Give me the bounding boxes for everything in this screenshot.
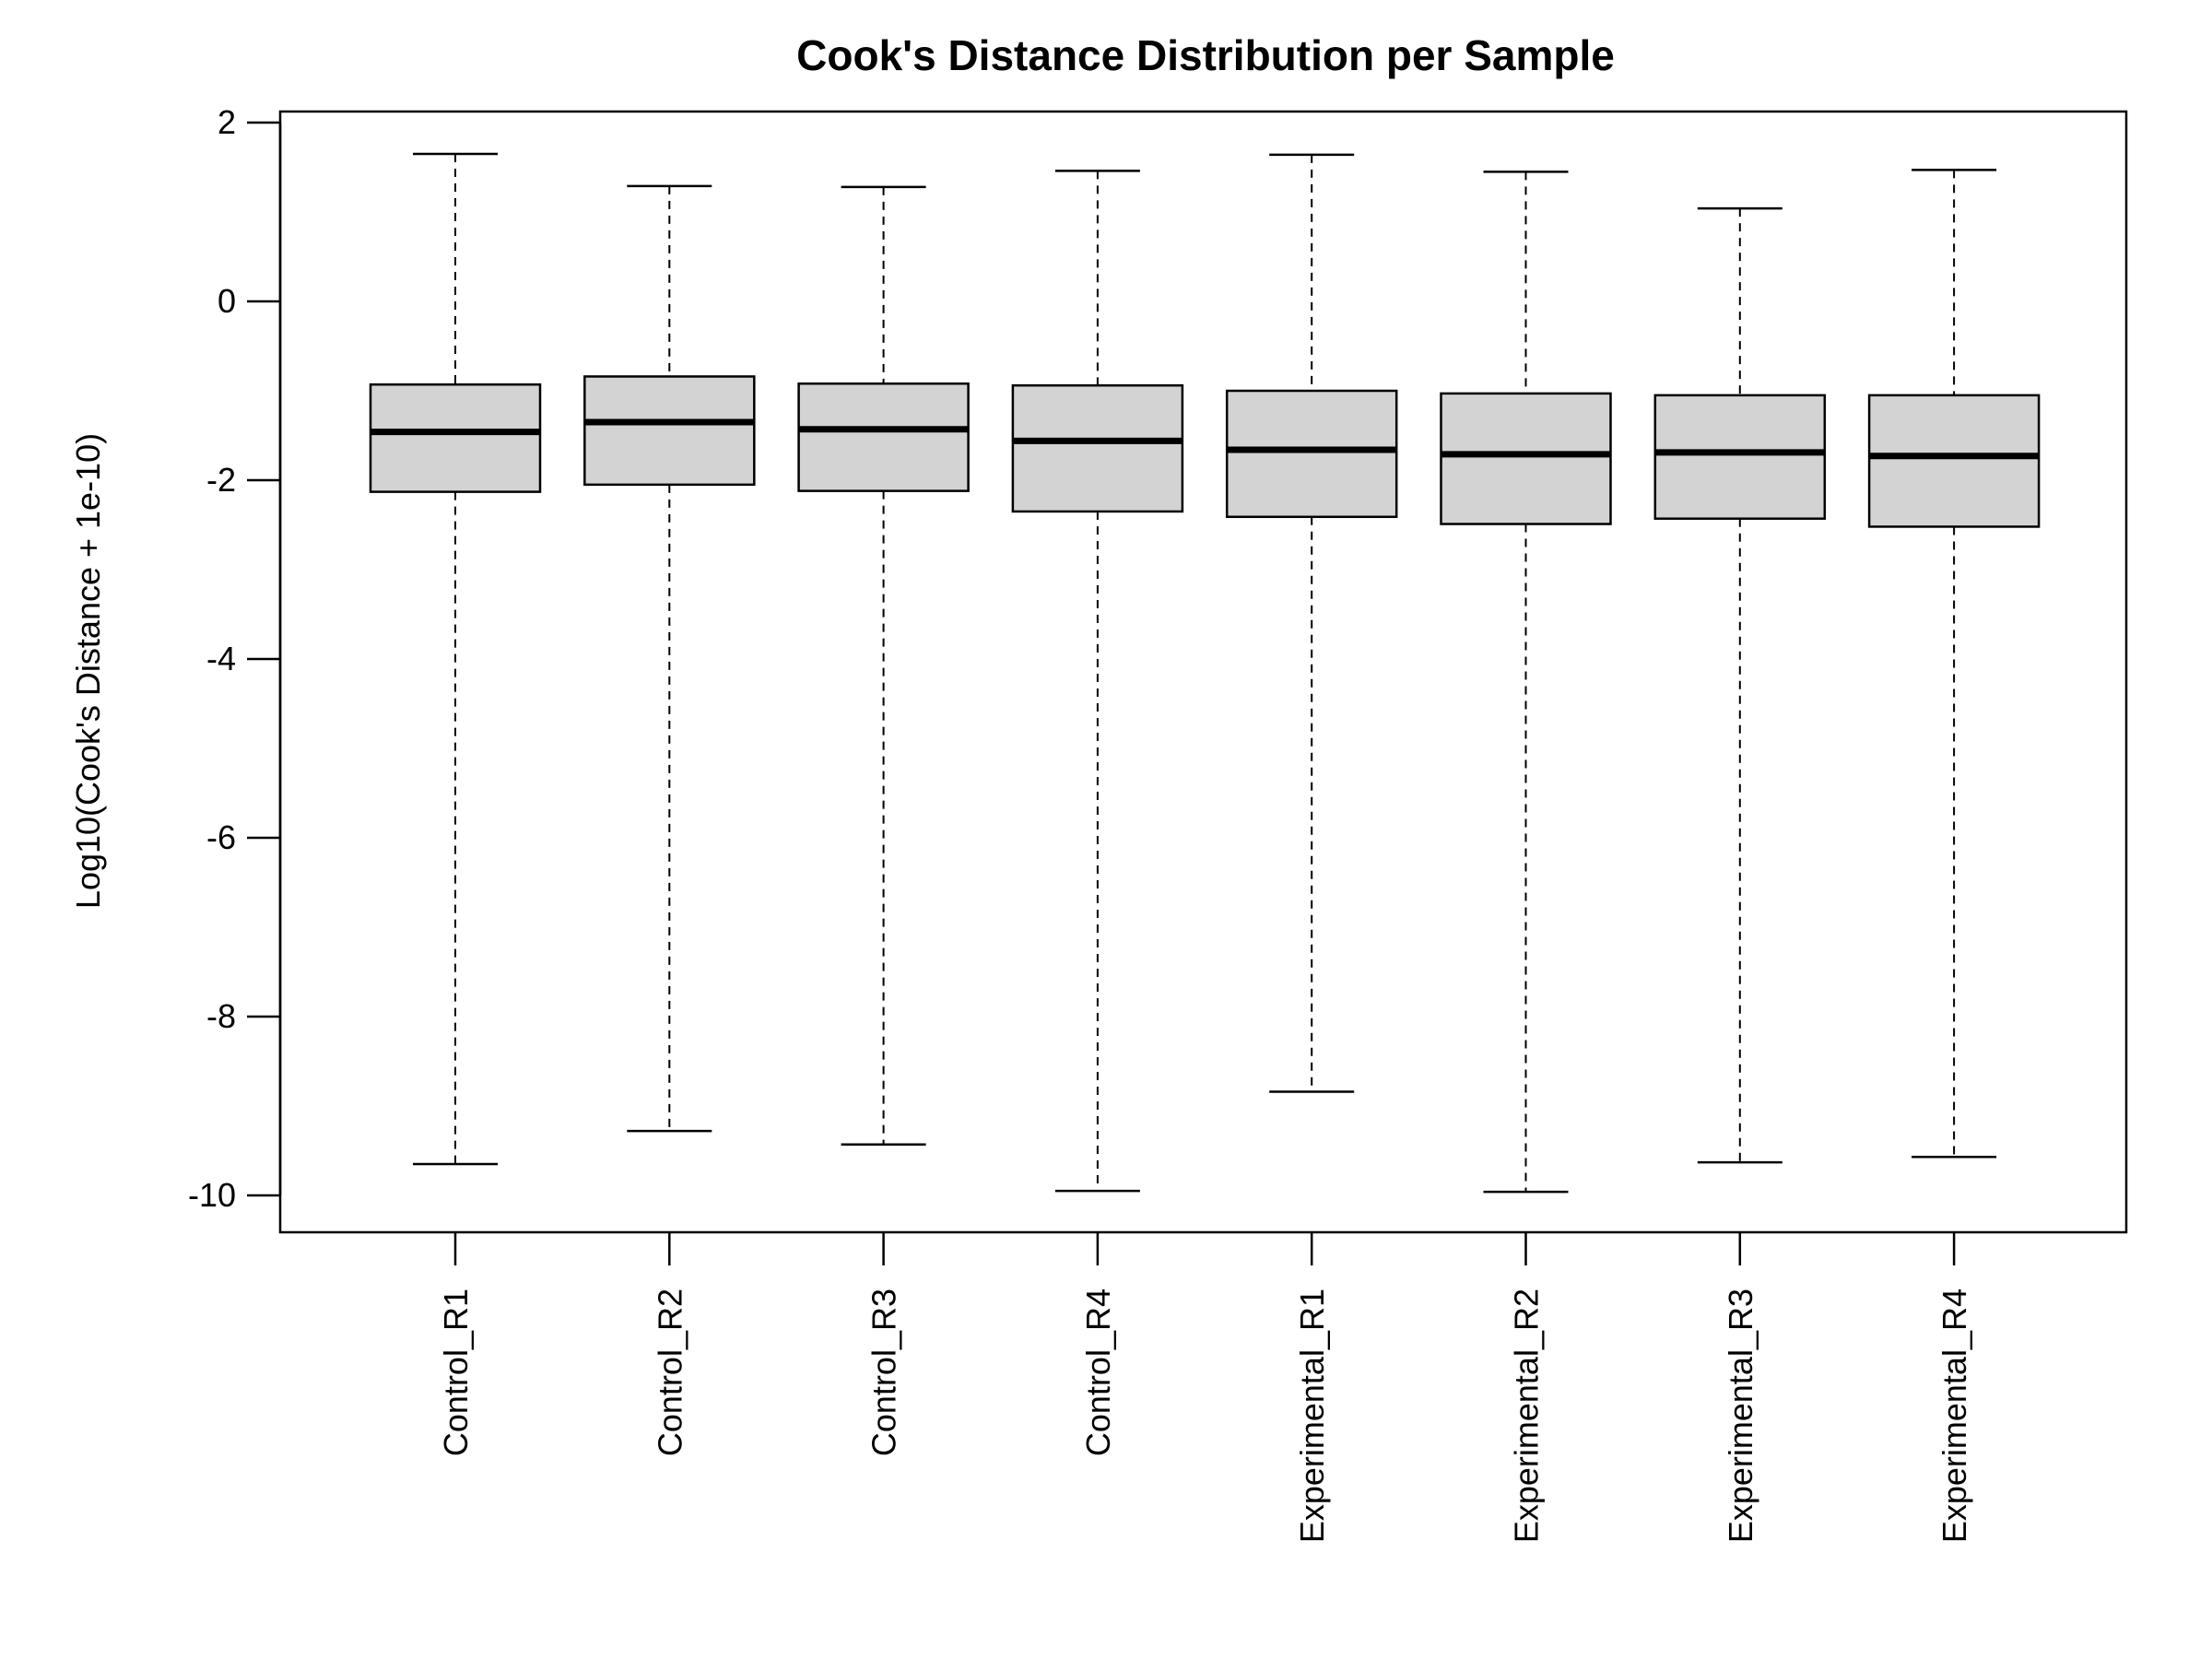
plot-frame: [278, 110, 2128, 1234]
x-tick-label: Control_R3: [865, 1288, 903, 1456]
y-tick-label: 2: [218, 103, 236, 141]
iqr-box: [797, 382, 970, 492]
box-Experimental_R2: [1440, 171, 1612, 1194]
x-tick-label: Experimental_R3: [1722, 1288, 1759, 1543]
x-tick-label: Control_R2: [651, 1288, 688, 1456]
y-tick-label: -6: [206, 818, 236, 856]
x-tick-label: Experimental_R4: [1936, 1288, 1973, 1543]
box-Experimental_R1: [1225, 153, 1398, 1093]
iqr-box: [1011, 383, 1184, 513]
box-Experimental_R3: [1653, 206, 1827, 1164]
y-tick-label: -4: [206, 640, 236, 677]
iqr-box: [1225, 389, 1398, 519]
box-Control_R1: [369, 152, 542, 1166]
y-axis-label: Log10(Cook's Distance + 1e-10): [69, 433, 107, 909]
y-axis-ticks: 2 0 -2 -4 -6 -8 -10: [188, 103, 280, 1214]
box-Control_R3: [797, 185, 970, 1146]
iqr-box: [1867, 394, 2041, 528]
box-Experimental_R4: [1867, 169, 2041, 1159]
x-tick-label: Experimental_R2: [1508, 1288, 1546, 1543]
y-tick-label: -8: [206, 997, 236, 1035]
iqr-box: [1653, 394, 1827, 520]
x-tick-label: Experimental_R1: [1293, 1288, 1331, 1543]
box-Control_R2: [583, 184, 756, 1133]
x-axis-ticks: Control_R1 Control_R2 Control_R3 Control_R4…: [437, 1232, 1973, 1543]
box-Control_R4: [1011, 170, 1184, 1193]
iqr-box: [1440, 392, 1612, 525]
y-tick-label: 0: [218, 282, 236, 320]
chart-title: Cook's Distance Distribution per Sample: [796, 31, 1615, 79]
y-tick-label: -10: [188, 1176, 236, 1214]
x-tick-label: Control_R4: [1079, 1288, 1117, 1456]
iqr-box: [583, 375, 756, 487]
boxes: [369, 152, 2041, 1194]
iqr-box: [369, 382, 542, 493]
x-tick-label: Control_R1: [437, 1288, 475, 1456]
y-tick-label: -2: [206, 461, 236, 499]
